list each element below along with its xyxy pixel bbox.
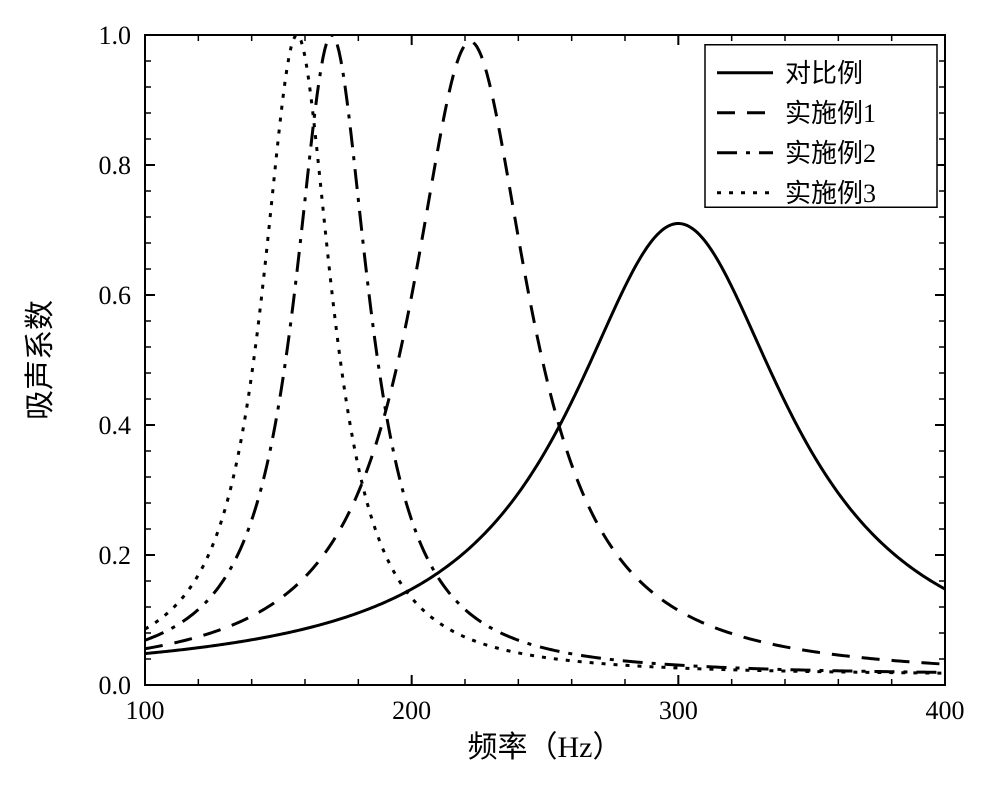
ytick-label: 0.6	[99, 281, 132, 310]
legend-label: 实施例1	[785, 99, 876, 128]
legend-label: 实施例2	[785, 139, 876, 168]
chart-container: 100 200 300 400 0.0 0.2 0.4 0.6 0.8 1.0 频率（Hz） 吸声系数…	[0, 0, 1000, 785]
legend-label: 实施例3	[785, 179, 876, 208]
xtick-label: 400	[926, 696, 965, 725]
x-axis-label: 频率（Hz）	[468, 731, 623, 764]
legend-label: 对比例	[785, 59, 863, 88]
ytick-label: 0.2	[99, 541, 132, 570]
xtick-label: 200	[392, 696, 431, 725]
chart-svg: 100 200 300 400 0.0 0.2 0.4 0.6 0.8 1.0 频率（Hz） 吸声系数…	[0, 0, 1000, 785]
ytick-label: 0.8	[99, 151, 132, 180]
xtick-label: 300	[659, 696, 698, 725]
xtick-label: 100	[126, 696, 165, 725]
y-axis-label: 吸声系数	[24, 300, 57, 420]
ytick-label: 0.4	[99, 411, 132, 440]
ytick-label: 0.0	[99, 671, 132, 700]
ytick-label: 1.0	[99, 21, 132, 50]
